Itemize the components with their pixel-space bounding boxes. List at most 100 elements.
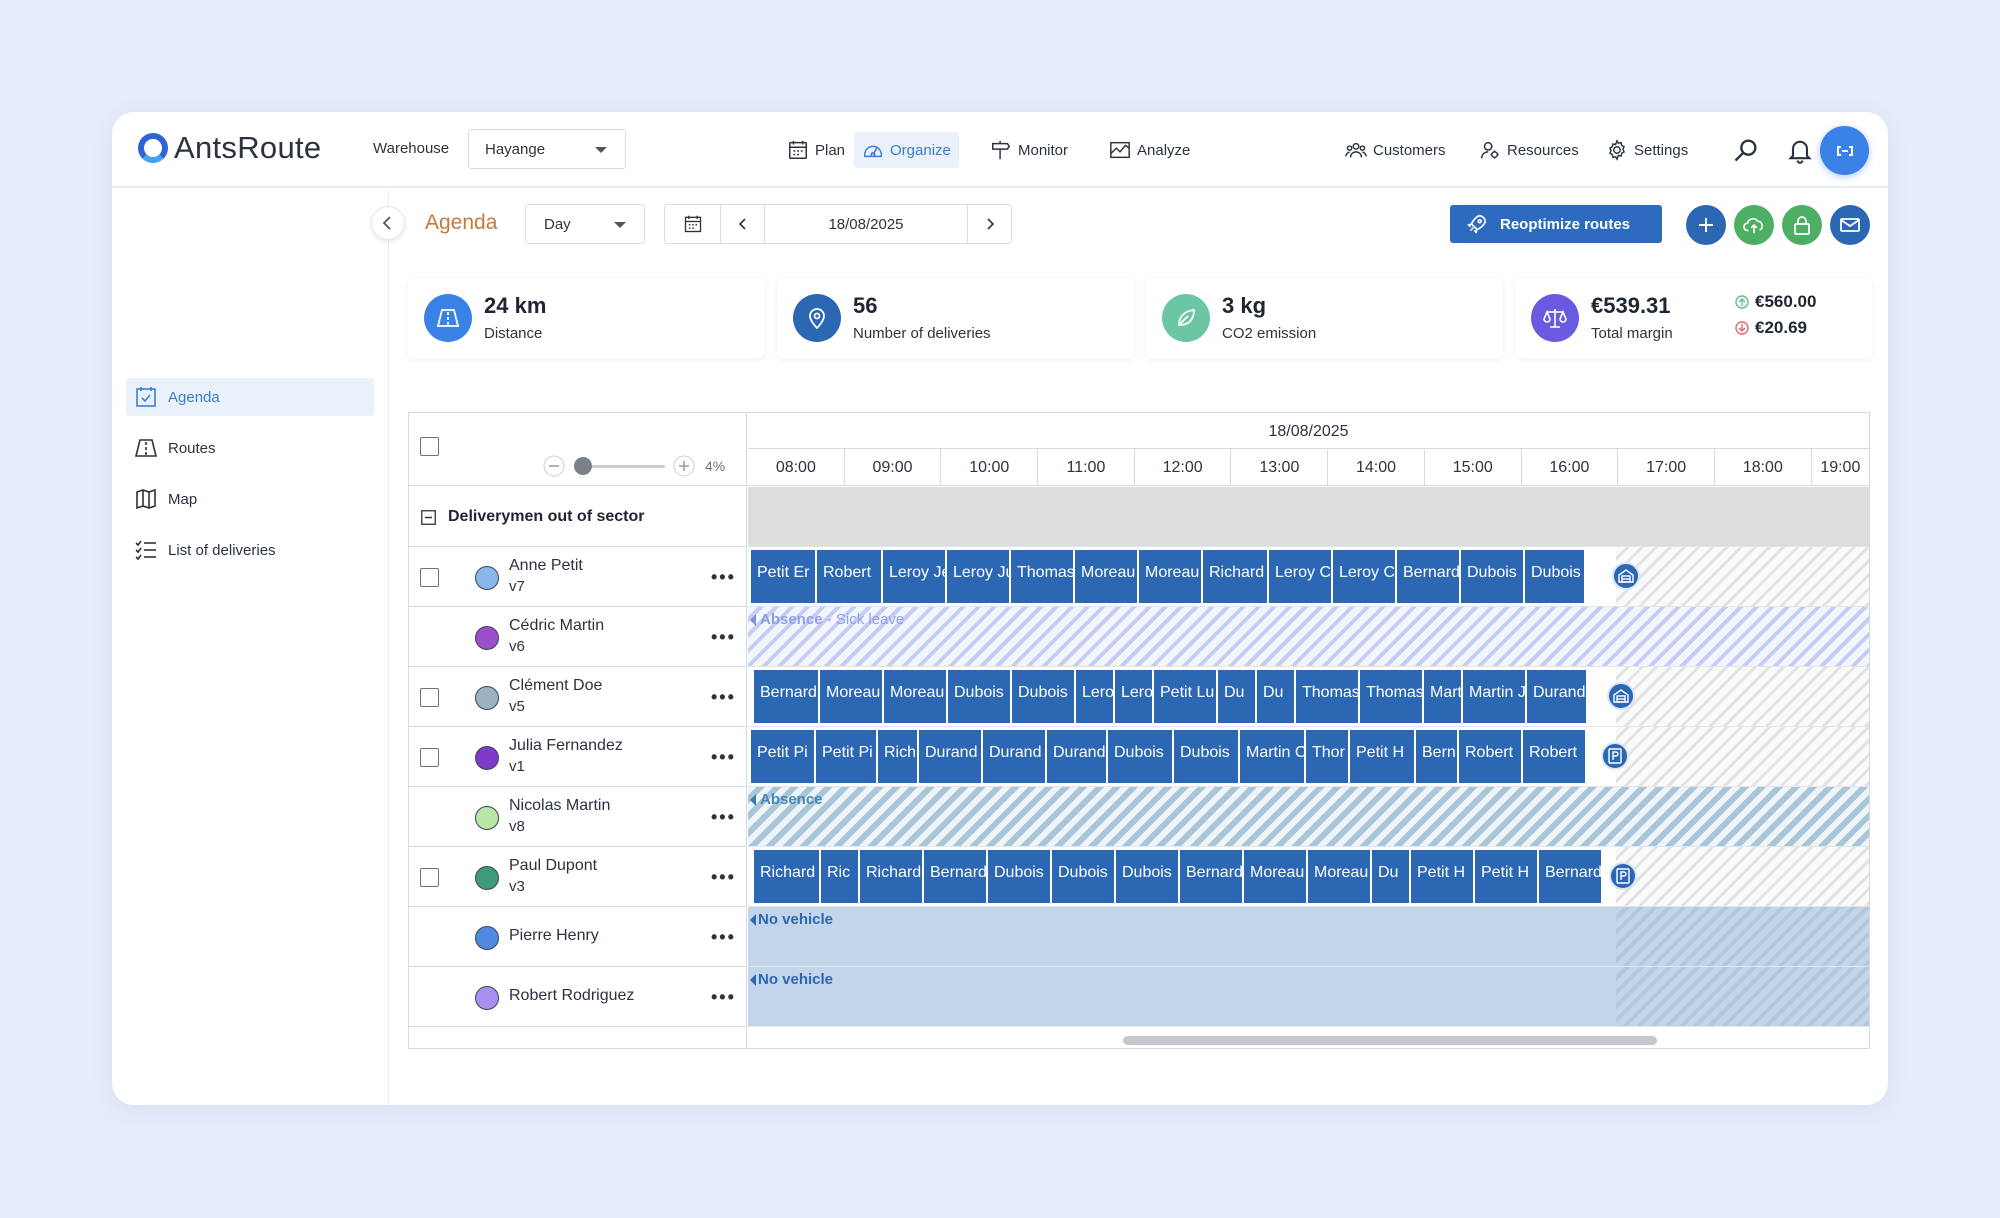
delivery-block[interactable]: Leroy Ju [947,550,1010,603]
sidebar-item-routes[interactable]: Routes [126,429,374,467]
delivery-block[interactable]: Bernard [1539,850,1602,903]
delivery-block[interactable]: Rich [878,730,918,783]
delivery-block[interactable]: Richard [754,850,820,903]
absence-label[interactable]: Absence - Sick leave [760,611,905,628]
row-checkbox[interactable] [420,868,439,887]
search-icon[interactable] [1732,136,1760,164]
delivery-block[interactable]: Moreau [1244,850,1307,903]
depot-return-icon[interactable] [1607,682,1635,710]
delivery-block[interactable]: Martin J [1463,670,1526,723]
delivery-block[interactable]: Thomas [1296,670,1359,723]
delivery-block[interactable]: Lero [1076,670,1114,723]
more-options-icon[interactable]: ••• [711,807,736,827]
email-button[interactable] [1830,205,1870,245]
delivery-block[interactable]: Ric [821,850,859,903]
zoom-slider-handle[interactable] [574,457,592,475]
collapse-sidebar-button[interactable] [371,206,405,240]
delivery-block[interactable]: Thor [1306,730,1349,783]
delivery-block[interactable]: Moreau [1075,550,1138,603]
depot-return-icon[interactable] [1612,562,1640,590]
no-vehicle-label[interactable]: No vehicle [758,911,834,928]
sidebar-item-map[interactable]: Map [126,480,374,518]
delivery-block[interactable]: Du [1372,850,1410,903]
zoom-slider-track[interactable] [575,465,665,468]
delivery-block[interactable]: Mart [1424,670,1462,723]
delivery-block[interactable]: Dubois [948,670,1011,723]
more-options-icon[interactable]: ••• [711,747,736,767]
more-options-icon[interactable]: ••• [711,687,736,707]
delivery-block[interactable]: Moreau [884,670,947,723]
delivery-block[interactable]: Moreau [1139,550,1202,603]
delivery-block[interactable]: Robert [817,550,882,603]
delivery-block[interactable]: Richard [1203,550,1268,603]
select-all-checkbox[interactable] [420,437,439,456]
delivery-block[interactable]: Petit Pi [816,730,877,783]
section-out-of-sector[interactable]: Deliverymen out of sector [409,487,747,547]
zoom-in-icon[interactable] [673,455,695,477]
prev-day-button[interactable] [721,205,765,243]
delivery-block[interactable]: Dubois [1108,730,1173,783]
delivery-block[interactable]: Durand [1047,730,1107,783]
delivery-block[interactable]: Thomas [1011,550,1074,603]
delivery-block[interactable]: Richard [860,850,923,903]
delivery-block[interactable]: Thomas [1360,670,1423,723]
delivery-block[interactable]: Leroy C [1333,550,1396,603]
delivery-block[interactable]: Durand [983,730,1046,783]
cloud-upload-button[interactable] [1734,205,1774,245]
delivery-block[interactable]: Dubois [1116,850,1179,903]
delivery-block[interactable]: Durand [919,730,982,783]
delivery-block[interactable]: Petit Lu [1154,670,1217,723]
row-checkbox[interactable] [420,748,439,767]
more-options-icon[interactable]: ••• [711,867,736,887]
sidebar-item-agenda[interactable]: Agenda [126,378,374,416]
sidebar-item-list-of-deliveries[interactable]: List of deliveries [126,531,374,569]
more-options-icon[interactable]: ••• [711,927,736,947]
delivery-block[interactable]: Moreau [820,670,883,723]
delivery-block[interactable]: Bernard [1180,850,1243,903]
delivery-block[interactable]: Petit Pi [751,730,815,783]
collapse-section-icon[interactable] [421,510,436,525]
delivery-block[interactable]: Robert [1459,730,1522,783]
row-checkbox[interactable] [420,568,439,587]
delivery-block[interactable]: Leroy C [1269,550,1332,603]
view-select[interactable]: Day [525,204,645,244]
bell-icon[interactable] [1786,136,1814,164]
nav-plan[interactable]: Plan [779,132,853,168]
delivery-block[interactable]: Dubois [1012,670,1075,723]
more-options-icon[interactable]: ••• [711,627,736,647]
delivery-block[interactable]: Dubois [1461,550,1524,603]
delivery-block[interactable]: Du [1218,670,1256,723]
no-vehicle-label[interactable]: No vehicle [758,971,834,988]
delivery-block[interactable]: Durand [1527,670,1587,723]
zoom-out-icon[interactable] [543,455,565,477]
horizontal-scrollbar[interactable] [1123,1036,1657,1045]
app-logo[interactable]: AntsRoute [138,130,321,166]
delivery-block[interactable]: Du [1257,670,1295,723]
delivery-block[interactable]: Petit H [1411,850,1474,903]
delivery-block[interactable]: Moreau [1308,850,1371,903]
delivery-block[interactable]: Lero [1115,670,1153,723]
next-day-button[interactable] [968,205,1011,243]
delivery-block[interactable]: Dubois [988,850,1051,903]
add-button[interactable] [1686,205,1726,245]
delivery-block[interactable]: Leroy Je [883,550,946,603]
delivery-block[interactable]: Dubois [1052,850,1115,903]
delivery-block[interactable]: Robert [1523,730,1586,783]
delivery-block[interactable]: Martin C [1240,730,1305,783]
nav-resources[interactable]: Resources [1471,132,1587,168]
delivery-block[interactable]: Bernard [754,670,819,723]
delivery-block[interactable]: Petit H [1350,730,1415,783]
date-field[interactable]: 18/08/2025 [765,205,968,243]
delivery-block[interactable]: Petit Er [751,550,816,603]
delivery-block[interactable]: Bernard [924,850,987,903]
user-menu-button[interactable] [1820,126,1869,175]
delivery-block[interactable]: Petit H [1475,850,1538,903]
nav-organize[interactable]: Organize [854,132,959,168]
calendar-picker-button[interactable] [665,205,721,243]
delivery-block[interactable]: Bernard [1397,550,1460,603]
delivery-block[interactable]: Bern [1416,730,1458,783]
more-options-icon[interactable]: ••• [711,567,736,587]
row-checkbox[interactable] [420,688,439,707]
lock-button[interactable] [1782,205,1822,245]
delivery-block[interactable]: Dubois [1525,550,1585,603]
